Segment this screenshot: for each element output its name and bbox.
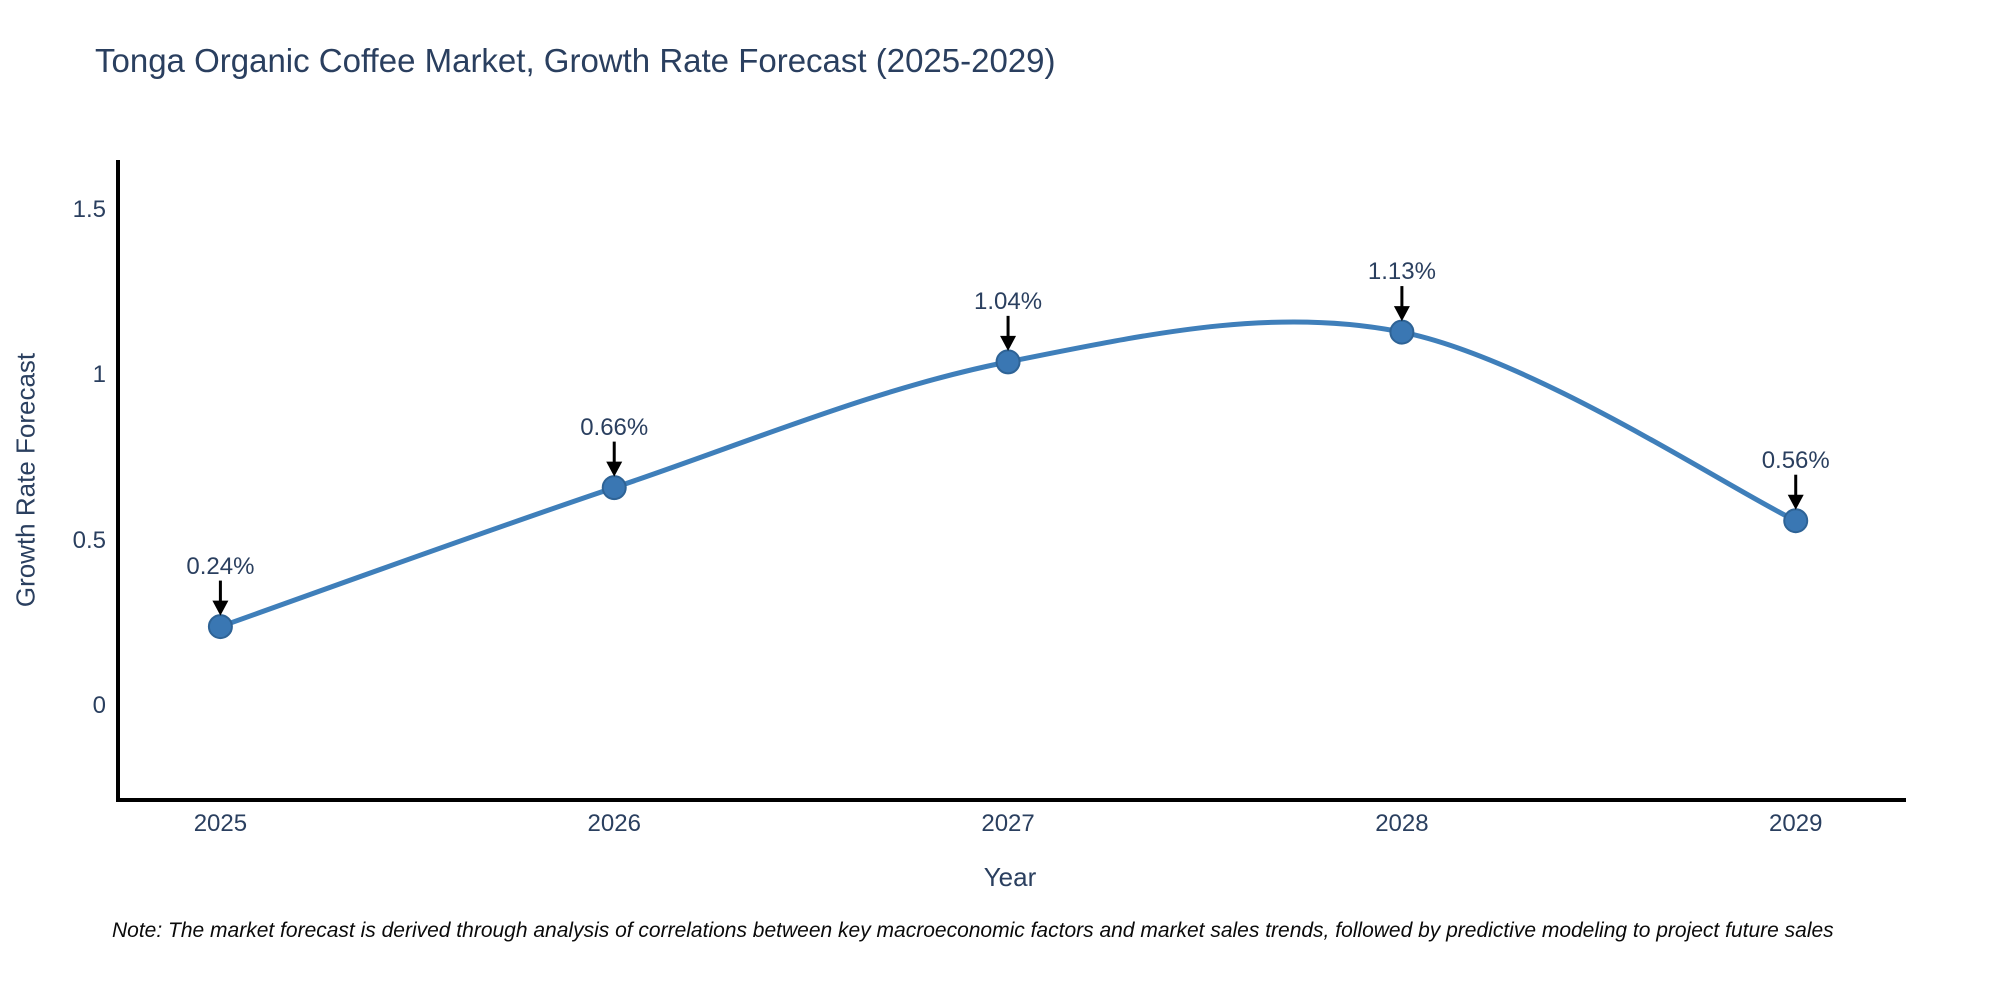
annotation-arrowhead [212, 600, 229, 616]
x-tick-label-2026: 2026 [587, 810, 641, 837]
annotation-label-2029: 0.56% [1761, 446, 1830, 474]
x-tick-label-2029: 2029 [1769, 810, 1823, 837]
data-point-marker-2025[interactable] [207, 614, 233, 640]
annotation-arrowhead [1393, 306, 1410, 322]
x-axis-title: Year [983, 862, 1037, 892]
x-tick-label-2028: 2028 [1375, 810, 1429, 837]
y-tick-label-0: 0 [92, 692, 106, 720]
x-tick-label-2025: 2025 [193, 810, 248, 837]
y-tick-label-1: 1 [92, 361, 106, 389]
chart-title: Tonga Organic Coffee Market, Growth Rate… [95, 42, 1056, 79]
annotation-label-2027: 1.04% [974, 287, 1043, 315]
annotation-label-2028: 1.13% [1367, 258, 1436, 286]
y-axis-title: Growth Rate Forecast [10, 352, 41, 608]
annotation-label-2025: 0.24% [186, 552, 255, 580]
data-point-marker-2026[interactable] [601, 475, 627, 501]
annotation-arrowhead [1000, 335, 1017, 351]
data-point-marker-2027[interactable] [995, 349, 1021, 375]
data-point-marker-2028[interactable] [1389, 319, 1415, 345]
annotation-label-2026: 0.66% [580, 413, 649, 441]
data-point-marker-2029[interactable] [1783, 508, 1809, 534]
annotation-arrowhead [606, 461, 623, 477]
y-tick-label-1.5: 1.5 [72, 195, 106, 223]
annotation-arrowhead [1787, 494, 1804, 510]
x-tick-label-2027: 2027 [981, 810, 1035, 837]
chart-note: Note: The market forecast is derived thr… [112, 919, 1834, 942]
y-tick-label-0.5: 0.5 [72, 526, 106, 554]
